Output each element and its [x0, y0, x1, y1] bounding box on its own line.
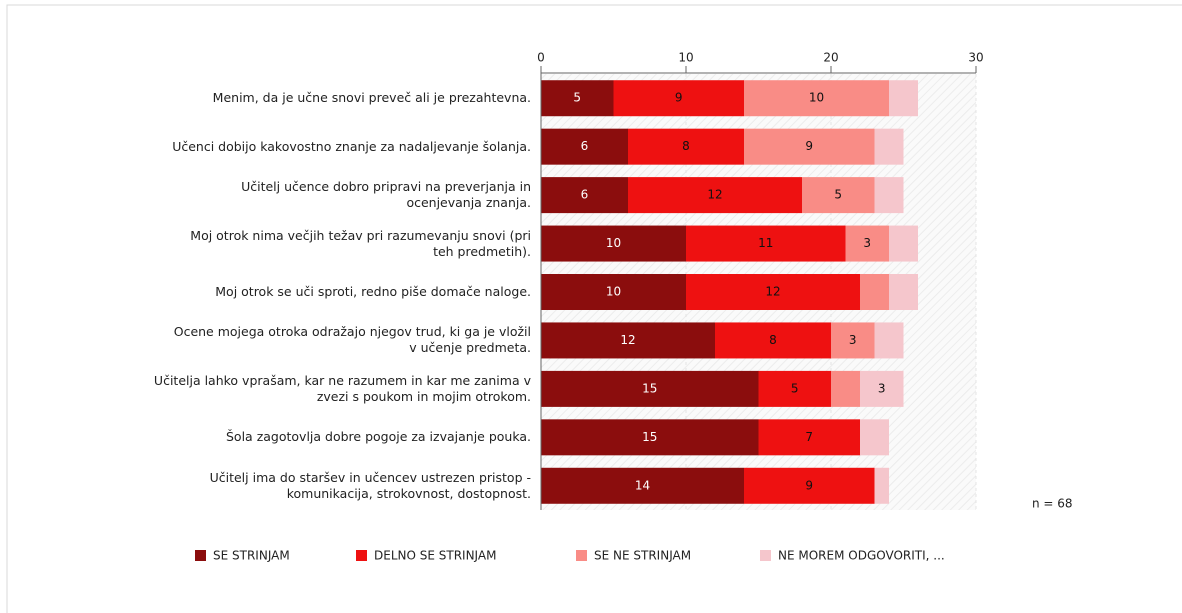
data-label: 8 — [682, 139, 690, 153]
bar-segment — [744, 80, 889, 117]
annotation: n = 68 — [1032, 497, 1073, 511]
x-tick-label: 20 — [823, 51, 838, 65]
data-label: 10 — [809, 91, 824, 105]
bar-segment — [758, 370, 831, 407]
data-label: 10 — [606, 285, 621, 299]
x-tick-label: 0 — [537, 51, 545, 65]
y-tick-label: Učitelja lahko vprašam, kar ne razumem i… — [153, 372, 531, 404]
data-label: 12 — [620, 333, 635, 347]
data-label: 14 — [635, 478, 650, 492]
bar-segment — [541, 128, 628, 165]
data-label: 8 — [769, 333, 777, 347]
bar-segment — [541, 80, 614, 117]
data-label: 6 — [581, 188, 589, 202]
bar-segment — [889, 274, 918, 310]
y-tick-label: Učitelj učence dobro pripravi na preverj… — [241, 179, 531, 211]
data-label: 3 — [863, 236, 871, 250]
bar-segment — [802, 177, 875, 214]
bar-segment — [845, 225, 889, 262]
legend-label: SE STRINJAM — [213, 549, 290, 563]
data-label: 7 — [805, 430, 813, 444]
data-label: 5 — [573, 91, 581, 105]
bar-segment — [715, 322, 831, 359]
bar-segment — [541, 177, 628, 214]
data-label: 5 — [791, 381, 799, 395]
bar-segment — [613, 80, 744, 117]
bar-segment — [686, 274, 860, 310]
y-tick-label: Šola zagotovlja dobre pogoje za izvajanj… — [226, 429, 531, 445]
bar-segment — [889, 225, 918, 262]
data-label: 3 — [878, 381, 886, 395]
legend-label: NE MOREM ODGOVORITI, ... — [778, 549, 945, 563]
y-tick-label: Ocene mojega otroka odražajo njegov trud… — [173, 324, 531, 356]
frame — [6, 4, 1182, 613]
bar-segment — [831, 370, 860, 407]
legend-swatch — [356, 550, 367, 561]
y-tick-label: Menim, da je učne snovi preveč ali je pr… — [212, 90, 531, 106]
data-label: 15 — [642, 381, 657, 395]
data-label: 9 — [675, 91, 683, 105]
legend-swatch — [576, 550, 587, 561]
data-label: 6 — [581, 139, 589, 153]
y-tick-label: Moj otrok se uči sproti, redno piše doma… — [215, 284, 531, 299]
bar-segment — [874, 467, 889, 504]
x-tick-label: 30 — [968, 51, 983, 65]
y-tick-label: Moj otrok nima večjih težav pri razumeva… — [190, 227, 531, 259]
data-label: 15 — [642, 430, 657, 444]
legend-label: SE NE STRINJAM — [594, 549, 691, 563]
bar-segment — [860, 274, 889, 310]
bar-segment — [860, 370, 904, 407]
data-label: 3 — [849, 333, 857, 347]
bar-segment — [541, 322, 715, 359]
data-label: 9 — [805, 139, 813, 153]
bar-segment — [758, 419, 860, 456]
data-label: 5 — [834, 188, 842, 202]
bar-segment — [541, 225, 686, 262]
bar-segment — [744, 128, 875, 165]
x-tick-label: 10 — [678, 51, 693, 65]
bar-segment — [541, 274, 686, 310]
data-label: 12 — [765, 285, 780, 299]
bar-segment — [628, 177, 802, 214]
data-label: 10 — [606, 236, 621, 250]
bar-segment — [874, 322, 904, 359]
bar-segment — [686, 225, 846, 262]
data-label: 11 — [758, 236, 773, 250]
legend-label: DELNO SE STRINJAM — [374, 549, 496, 563]
legend-swatch — [760, 550, 771, 561]
bar-segment — [874, 128, 904, 165]
data-label: 12 — [707, 188, 722, 202]
bar-segment — [744, 467, 875, 504]
bar-segment — [874, 177, 904, 214]
y-tick-label: Učitelj ima do staršev in učencev ustrez… — [209, 469, 531, 501]
bar-segment — [860, 419, 889, 456]
bar-segment — [628, 128, 744, 165]
bar-segment — [541, 419, 759, 456]
bar-segment — [889, 80, 918, 117]
bar-segment — [541, 467, 744, 504]
data-label: 9 — [805, 478, 813, 492]
y-tick-label: Učenci dobijo kakovostno znanje za nadal… — [172, 138, 531, 154]
bar-segment — [831, 322, 875, 359]
bar-segment — [541, 370, 759, 407]
legend-swatch — [195, 550, 206, 561]
